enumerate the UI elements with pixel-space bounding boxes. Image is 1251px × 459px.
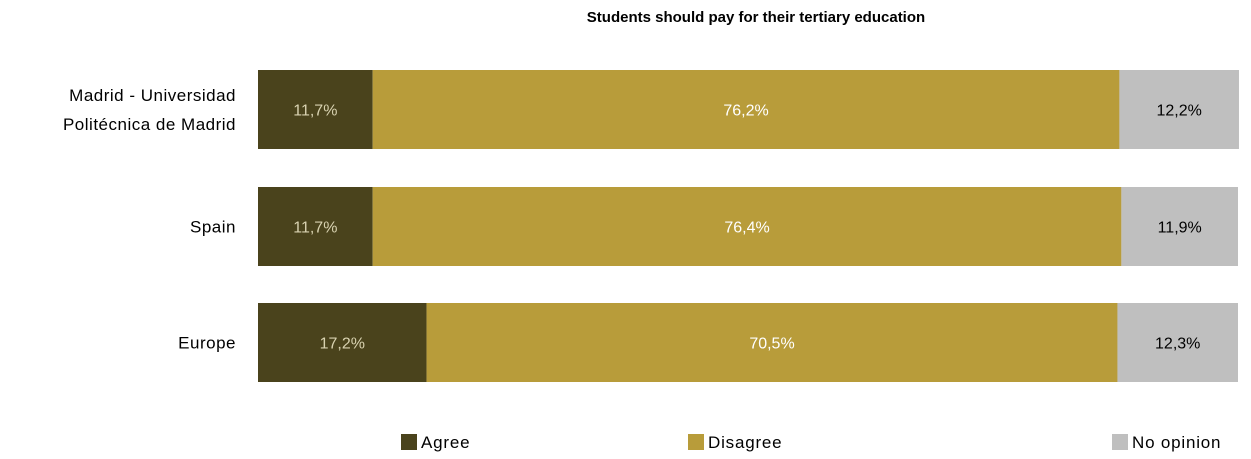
bar-no-opinion xyxy=(1121,187,1238,266)
bar-agree xyxy=(258,187,373,266)
data-label: 70,5% xyxy=(749,336,794,353)
bars: 11,7% 76,2% 12,2% 11,7% 76,4% 11,9% 17,2% 70,5%… xyxy=(258,70,1239,382)
data-label: 76,2% xyxy=(723,103,768,120)
data-label: 12,3% xyxy=(1155,336,1200,353)
data-label: 12,2% xyxy=(1157,103,1202,120)
category-label: Politécnica de Madrid xyxy=(63,115,236,134)
bar-disagree xyxy=(372,70,1120,149)
bar-no-opinion xyxy=(1119,70,1239,149)
legend-swatch xyxy=(688,434,704,450)
data-label: 11,9% xyxy=(1158,220,1202,237)
category-label: Madrid - Universidad xyxy=(69,86,236,105)
legend-swatch xyxy=(1112,434,1128,450)
category-label: Spain xyxy=(190,218,236,237)
data-label: 76,4% xyxy=(724,220,769,237)
category-label: Europe xyxy=(178,334,236,353)
chart-title: Students should pay for their tertiary e… xyxy=(587,9,925,26)
data-label: 17,2% xyxy=(320,336,365,353)
legend-label: Disagree xyxy=(708,433,782,452)
category-labels: Madrid - Universidad Politécnica de Madri… xyxy=(63,86,236,353)
bar-agree xyxy=(258,303,427,382)
bar-agree xyxy=(258,70,373,149)
bar-disagree xyxy=(426,303,1118,382)
data-label: 11,7% xyxy=(293,220,337,237)
bar-no-opinion xyxy=(1117,303,1238,382)
legend-label: Agree xyxy=(421,433,470,452)
legend-swatch xyxy=(401,434,417,450)
legend-label: No opinion xyxy=(1132,433,1221,452)
bar-disagree xyxy=(372,187,1122,266)
legend: Agree Disagree No opinion xyxy=(401,433,1221,452)
data-label: 11,7% xyxy=(293,103,337,120)
